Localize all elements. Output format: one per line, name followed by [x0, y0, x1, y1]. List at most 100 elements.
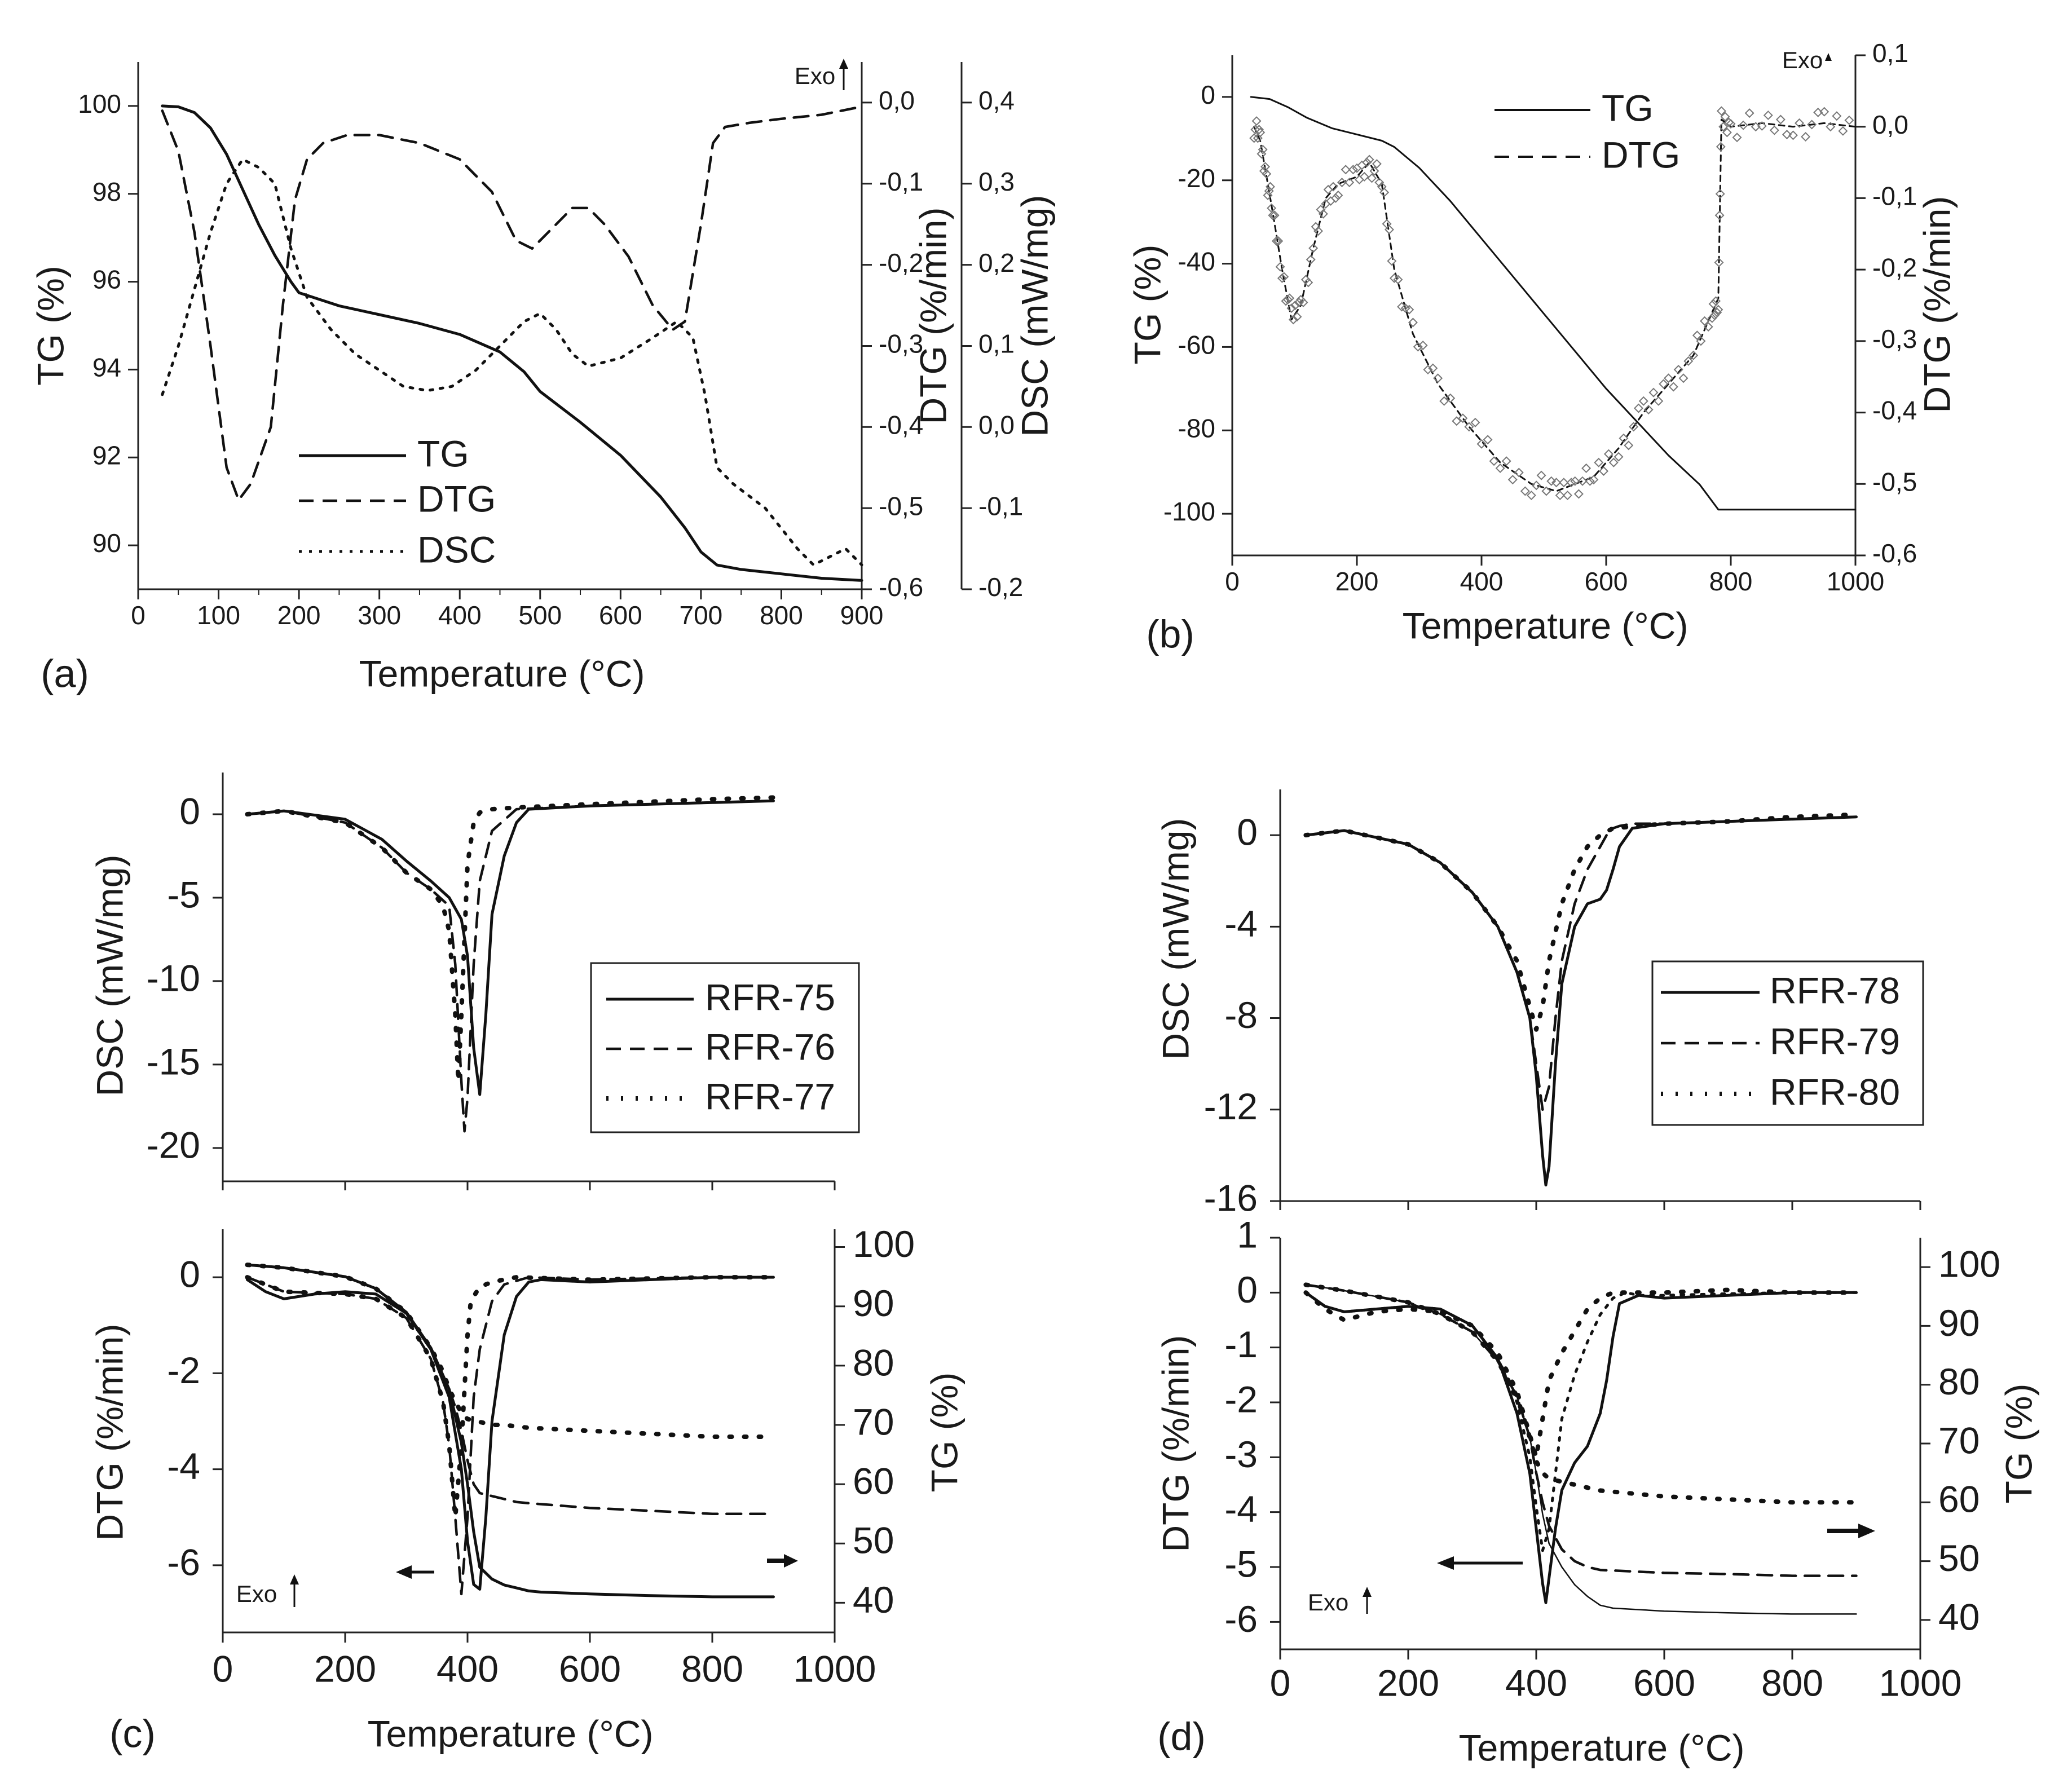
- b-dtg-marker: [1713, 304, 1723, 315]
- b-dtg-marker: [1795, 118, 1805, 128]
- cb-right-arrowhead: [784, 1554, 798, 1568]
- b-dtg-marker: [1826, 122, 1836, 132]
- b-dtg-tick-label: -0,3: [1872, 324, 1917, 354]
- b-dtg-marker: [1744, 108, 1754, 118]
- db-tg-tick-label: 70: [1938, 1419, 1980, 1461]
- d-panel-label: (d): [1157, 1714, 1206, 1758]
- b-dtg-marker: [1296, 294, 1306, 304]
- b-dtg-marker: [1308, 243, 1319, 253]
- ct-legend-label: RFR-75: [705, 976, 835, 1018]
- b-dtg-marker: [1775, 114, 1786, 125]
- b-xtick-label: 600: [1585, 567, 1628, 596]
- b-dtg-marker: [1559, 478, 1569, 488]
- b-dtg-marker: [1341, 165, 1351, 175]
- a-tg-tick-label: 96: [92, 265, 121, 294]
- b-dtg-marker: [1763, 110, 1773, 120]
- a-dtg-tick-label: 0,0: [879, 86, 915, 115]
- a-xtick-label: 400: [438, 601, 482, 630]
- b-dtg-marker: [1726, 119, 1736, 129]
- b-panel-label: (b): [1146, 612, 1194, 656]
- b-dtg-marker: [1452, 416, 1462, 426]
- db-dtg-tick-label: -4: [1224, 1488, 1258, 1530]
- dt-dsc-tick-label: 0: [1237, 811, 1258, 853]
- b-dtg-marker: [1668, 382, 1678, 392]
- b-dtg-marker: [1328, 182, 1338, 192]
- b-dtg-tick-label: 0,0: [1872, 110, 1908, 139]
- b-xtick-label: 200: [1335, 567, 1379, 596]
- b-dtg-marker: [1526, 491, 1536, 501]
- b-dtg-marker: [1673, 365, 1683, 375]
- b-dtg-marker: [1751, 122, 1761, 132]
- b-dtg-marker: [1265, 182, 1275, 192]
- b-dtg-marker: [1738, 120, 1748, 130]
- b-dtg-marker: [1648, 387, 1659, 398]
- b-dtg-marker: [1654, 396, 1664, 406]
- dt-dsc-tick-label: -16: [1204, 1177, 1258, 1219]
- b-dtg-marker: [1603, 449, 1613, 459]
- b-tg-tick-label: -80: [1178, 413, 1215, 443]
- b-dtg-marker: [1714, 257, 1724, 267]
- b-dtg-marker: [1813, 107, 1823, 117]
- b-dtg-marker: [1476, 439, 1487, 449]
- b-dtg-marker: [1718, 122, 1729, 132]
- b-dtg-marker: [1313, 226, 1323, 236]
- b-tg-tick-label: -20: [1178, 164, 1215, 193]
- b-dtg-marker: [1286, 303, 1297, 314]
- b-dtg-marker: [1566, 478, 1576, 488]
- b-series-tg: [1250, 96, 1857, 511]
- a-series-dtg: [161, 105, 863, 502]
- b-dtg-marker: [1433, 373, 1443, 383]
- a-xlabel: Temperature (°C): [359, 652, 645, 694]
- b-dtg-marker: [1262, 169, 1272, 179]
- db-dtg-tick-label: -5: [1224, 1543, 1258, 1584]
- b-dtg-marker: [1379, 187, 1390, 197]
- b-dtg-marker: [1400, 303, 1410, 314]
- dt-legend-label: RFR-79: [1770, 1020, 1900, 1062]
- b-dtg-marker: [1445, 393, 1456, 403]
- b-dtg-marker: [1255, 127, 1266, 138]
- b-dtg-marker: [1326, 196, 1336, 206]
- a-dsc-tick-label: -0,2: [978, 572, 1023, 602]
- a-dsc-tick-label: 0,1: [978, 329, 1015, 359]
- b-dtg-marker: [1323, 184, 1333, 195]
- a-xtick-label: 700: [680, 601, 723, 630]
- cb-tg-tick-label: 40: [853, 1579, 894, 1621]
- b-dtg-marker: [1577, 476, 1588, 486]
- a-dsc-tick-label: 0,0: [978, 410, 1015, 439]
- b-dtg-marker: [1624, 440, 1634, 451]
- db-ylabel-dtg: DTG (%/min): [1154, 1335, 1196, 1552]
- b-dtg-marker: [1397, 302, 1407, 312]
- b-dtg-marker: [1613, 452, 1624, 462]
- db-dtg-tick-label: -2: [1224, 1378, 1258, 1420]
- b-dtg-marker: [1708, 299, 1718, 309]
- b-dtg-marker: [1257, 149, 1267, 159]
- b-dtg-marker: [1362, 157, 1372, 167]
- b-dtg-marker: [1298, 297, 1308, 307]
- b-dtg-marker: [1581, 463, 1591, 473]
- a-ylabel-tg: TG (%): [29, 266, 71, 386]
- b-dtg-marker: [1659, 379, 1669, 389]
- db-xtick-label: 400: [1505, 1662, 1567, 1703]
- b-dtg-marker: [1279, 272, 1289, 282]
- b-dtg-marker: [1629, 422, 1639, 432]
- b-dtg-marker: [1260, 162, 1271, 172]
- cb-xlabel: Temperature (°C): [368, 1712, 654, 1754]
- b-dtg-marker: [1769, 125, 1779, 135]
- b-dtg-marker: [1300, 275, 1311, 285]
- b-dtg-marker: [1369, 166, 1379, 176]
- b-dtg-marker: [1594, 457, 1604, 467]
- b-dtg-marker: [1364, 155, 1374, 165]
- b-legend-label-dtg: DTG: [1602, 134, 1680, 175]
- b-dtg-marker: [1367, 173, 1377, 183]
- b-exo-arrowhead: [1825, 53, 1832, 61]
- b-xtick-label: 0: [1225, 567, 1240, 596]
- b-dtg-marker: [1357, 160, 1367, 170]
- cb-xtick-label: 0: [213, 1648, 233, 1689]
- b-dtg-marker: [1715, 189, 1725, 199]
- b-dtg-marker: [1264, 186, 1274, 196]
- b-legend-label-tg: TG: [1602, 87, 1654, 129]
- cb-xtick-label: 800: [681, 1648, 743, 1689]
- dt-legend-label: RFR-78: [1770, 969, 1900, 1011]
- b-dtg-marker: [1643, 405, 1654, 414]
